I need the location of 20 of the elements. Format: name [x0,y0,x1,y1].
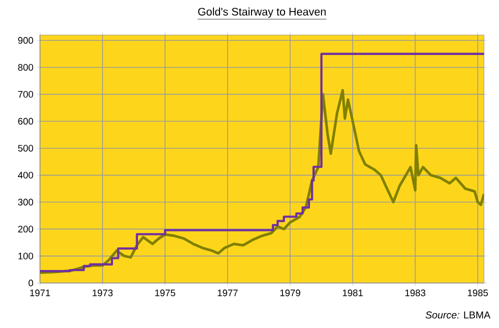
x-tick-label: 1981 [342,290,363,296]
chart-title: Gold's Stairway to Heaven [198,8,326,18]
y-tick-label: 600 [18,118,34,125]
x-tick-label: 1977 [218,290,238,296]
y-tick-label: 800 [18,64,34,71]
y-tick-label: 200 [18,226,34,232]
x-tick-label: 1979 [280,290,300,296]
y-tick-label: 300 [18,198,34,206]
x-tick-label: 1975 [155,290,176,296]
y-tick-label: 0 [28,280,34,286]
x-tick-label: 1983 [405,290,426,296]
y-tick-label: 500 [18,144,34,152]
y-tick-label: 900 [18,37,34,44]
y-tick-label: 700 [18,90,34,98]
y-tick-label: 400 [18,172,34,179]
y-tick-label: 100 [18,252,34,260]
text: Source: LBMA [426,311,490,318]
x-tick-label: 1985 [468,290,488,296]
x-tick-label: 1973 [92,290,113,296]
x-tick-label: 1971 [30,290,50,296]
